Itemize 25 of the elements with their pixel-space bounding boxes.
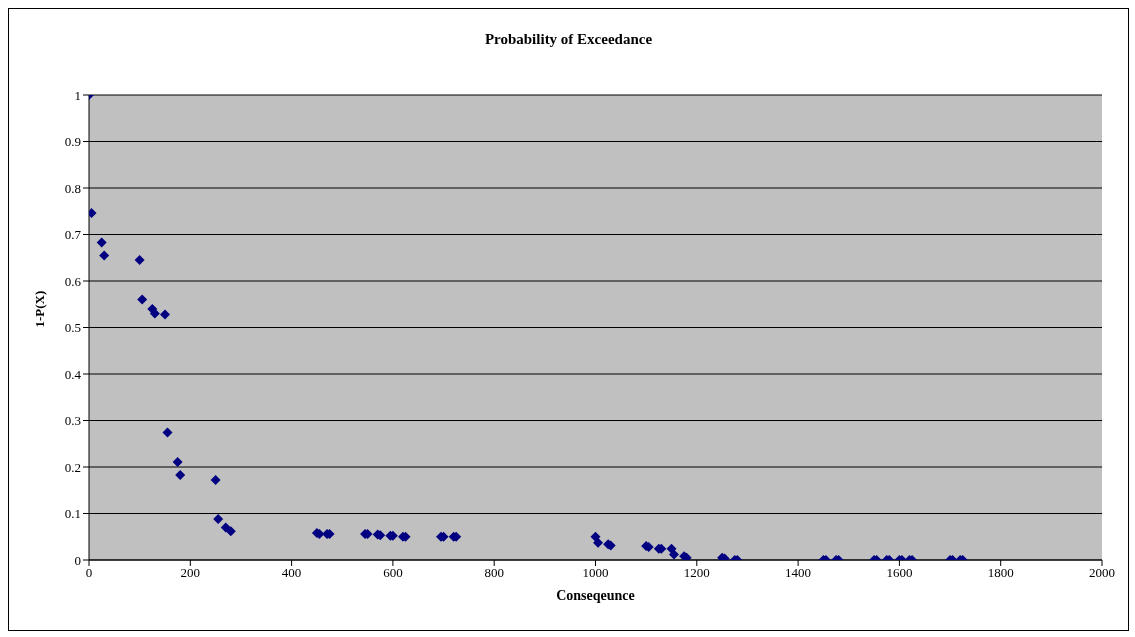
y-axis-title: 1-P(X) [31,290,47,328]
x-tick-label: 1400 [785,565,812,581]
chart-title: Probability of Exceedance [483,31,654,48]
x-tick-label: 1000 [582,565,609,581]
y-tick-label: 0.6 [64,273,82,289]
x-tick-label: 600 [383,565,403,581]
y-tick-label: 0.9 [64,134,81,150]
y-tick-label: 0.5 [64,320,81,336]
x-tick-label: 800 [484,565,504,581]
y-tick-label: 0.3 [64,413,81,429]
y-tick-label: 1 [74,87,81,103]
y-tick-label: 0.7 [64,227,82,243]
y-tick-label: 0.8 [64,180,81,196]
y-tick-label: 0 [74,552,81,568]
x-axis-title: Conseqeunce [556,588,635,603]
x-tick-label: 2000 [1089,565,1115,581]
x-tick-label: 0 [85,565,93,581]
x-tick-label: 1600 [886,565,913,581]
x-tick-label: 200 [180,565,201,581]
y-tick-label: 0.1 [64,506,81,522]
y-tick-label: 0.4 [64,366,82,382]
x-tick-label: 1200 [683,565,710,581]
y-tick-label: 0.2 [64,459,81,475]
x-tick-label: 1800 [987,565,1014,581]
x-tick-label: 400 [281,565,302,581]
